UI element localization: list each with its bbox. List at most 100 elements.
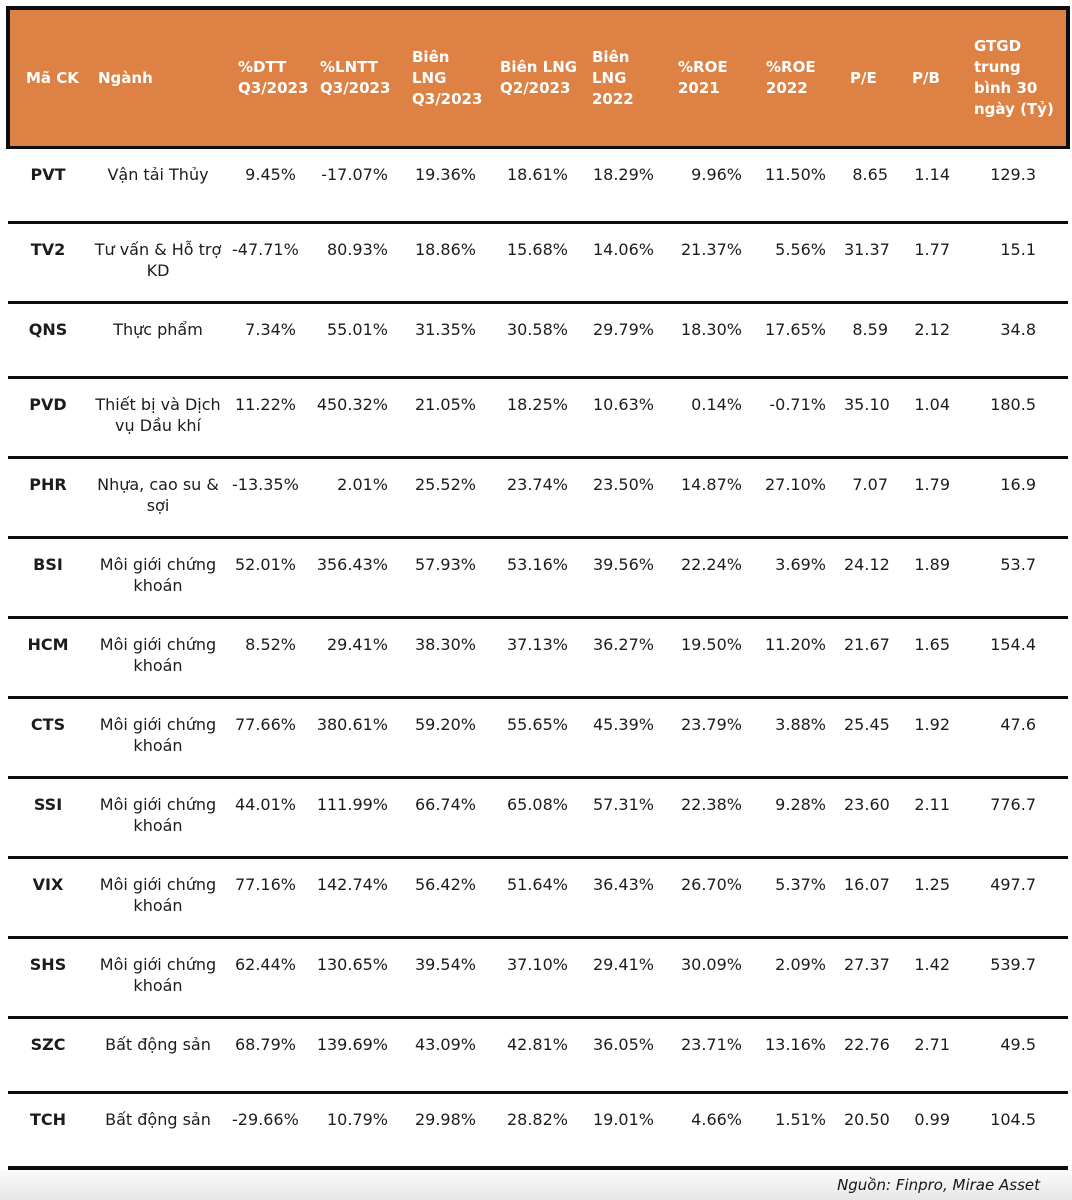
value-cell-pb: 1.79 <box>902 457 964 539</box>
table-row-vix: VIX Môi giới chứng khoán 77.16% 142.74% 56.4… <box>8 857 1068 939</box>
value-cell-gtgd: 15.1 <box>964 222 1068 304</box>
value-cell-pb: 1.14 <box>902 147 964 224</box>
value-cell-bien-lng-q3-2023: 39.54% <box>402 937 490 1019</box>
value-cell-roe-2022: 9.28% <box>756 777 840 859</box>
value-cell-roe-2021: 21.37% <box>668 222 756 304</box>
value-cell-pb: 1.92 <box>902 697 964 779</box>
value-cell-bien-lng-q2-2023: 53.16% <box>490 537 582 619</box>
table-row-pvt: PVT Vận tải Thủy 9.45% -17.07% 19.36% 18.61% 1… <box>8 147 1068 224</box>
table-row-tch: TCH Bất động sản -29.66% 10.79% 29.98% 28.82%… <box>8 1092 1068 1170</box>
value-cell-roe-2021: 19.50% <box>668 617 756 699</box>
value-cell-roe-2022: 1.51% <box>756 1092 840 1170</box>
value-cell-gtgd: 776.7 <box>964 777 1068 859</box>
header-cell-pb: P/B <box>902 6 964 149</box>
value-cell-roe-2021: 14.87% <box>668 457 756 539</box>
value-cell-roe-2022: 11.20% <box>756 617 840 699</box>
header-cell-lntt-q3-2023: %LNTT Q3/2023 <box>310 6 402 149</box>
value-cell-pe: 21.67 <box>840 617 902 699</box>
stock-code-cell: QNS <box>8 302 88 379</box>
industry-cell: Nhựa, cao su & sợi <box>88 457 228 539</box>
stock-metrics-table: Mã CK Ngành %DTT Q3/2023 %LNTT Q3/2023 Biên … <box>6 6 1070 1170</box>
value-cell-lntt-q3-2023: 356.43% <box>310 537 402 619</box>
value-cell-pe: 25.45 <box>840 697 902 779</box>
value-cell-bien-lng-q3-2023: 56.42% <box>402 857 490 939</box>
value-cell-bien-lng-q2-2023: 55.65% <box>490 697 582 779</box>
value-cell-roe-2022: 2.09% <box>756 937 840 1019</box>
value-cell-pe: 23.60 <box>840 777 902 859</box>
value-cell-pb: 1.04 <box>902 377 964 459</box>
industry-cell: Môi giới chứng khoán <box>88 777 228 859</box>
value-cell-pe: 8.65 <box>840 147 902 224</box>
value-cell-bien-lng-q3-2023: 38.30% <box>402 617 490 699</box>
value-cell-pe: 22.76 <box>840 1017 902 1094</box>
value-cell-pb: 2.71 <box>902 1017 964 1094</box>
value-cell-dtt-q3-2023: -47.71% <box>228 222 310 304</box>
value-cell-bien-lng-q2-2023: 51.64% <box>490 857 582 939</box>
table-row-szc: SZC Bất động sản 68.79% 139.69% 43.09% 42.81%… <box>8 1017 1068 1094</box>
value-cell-bien-lng-q2-2023: 37.13% <box>490 617 582 699</box>
value-cell-bien-lng-q3-2023: 18.86% <box>402 222 490 304</box>
value-cell-bien-lng-q2-2023: 65.08% <box>490 777 582 859</box>
stock-code-cell: BSI <box>8 537 88 619</box>
industry-cell: Môi giới chứng khoán <box>88 537 228 619</box>
value-cell-pb: 1.42 <box>902 937 964 1019</box>
stock-code-cell: PVT <box>8 147 88 224</box>
value-cell-dtt-q3-2023: 68.79% <box>228 1017 310 1094</box>
value-cell-bien-lng-2022: 29.79% <box>582 302 668 379</box>
value-cell-roe-2022: 5.56% <box>756 222 840 304</box>
industry-cell: Vận tải Thủy <box>88 147 228 224</box>
value-cell-lntt-q3-2023: 10.79% <box>310 1092 402 1170</box>
table-row-pvd: PVD Thiết bị và Dịch vụ Dầu khí 11.22% 450.… <box>8 377 1068 459</box>
value-cell-dtt-q3-2023: 9.45% <box>228 147 310 224</box>
header-cell-bien-lng-2022: Biên LNG 2022 <box>582 6 668 149</box>
value-cell-roe-2022: 27.10% <box>756 457 840 539</box>
value-cell-roe-2022: 11.50% <box>756 147 840 224</box>
value-cell-roe-2021: 22.24% <box>668 537 756 619</box>
value-cell-roe-2022: 3.88% <box>756 697 840 779</box>
header-cell-pe: P/E <box>840 6 902 149</box>
value-cell-bien-lng-2022: 10.63% <box>582 377 668 459</box>
table-row-bsi: BSI Môi giới chứng khoán 52.01% 356.43% 57.9… <box>8 537 1068 619</box>
value-cell-dtt-q3-2023: -29.66% <box>228 1092 310 1170</box>
header-cell-roe-2021: %ROE 2021 <box>668 6 756 149</box>
value-cell-lntt-q3-2023: 142.74% <box>310 857 402 939</box>
industry-cell: Môi giới chứng khoán <box>88 937 228 1019</box>
value-cell-roe-2021: 22.38% <box>668 777 756 859</box>
value-cell-lntt-q3-2023: 139.69% <box>310 1017 402 1094</box>
value-cell-pb: 1.89 <box>902 537 964 619</box>
header-cell-nganh: Ngành <box>88 6 228 149</box>
industry-cell: Thiết bị và Dịch vụ Dầu khí <box>88 377 228 459</box>
value-cell-gtgd: 53.7 <box>964 537 1068 619</box>
table-header: Mã CK Ngành %DTT Q3/2023 %LNTT Q3/2023 Biên … <box>6 6 1070 149</box>
value-cell-bien-lng-q2-2023: 18.61% <box>490 147 582 224</box>
value-cell-bien-lng-q3-2023: 31.35% <box>402 302 490 379</box>
value-cell-roe-2022: 13.16% <box>756 1017 840 1094</box>
header-cell-bien-lng-q3-2023: Biên LNG Q3/2023 <box>402 6 490 149</box>
value-cell-roe-2022: 5.37% <box>756 857 840 939</box>
table-row-ssi: SSI Môi giới chứng khoán 44.01% 111.99% 66.7… <box>8 777 1068 859</box>
value-cell-pe: 24.12 <box>840 537 902 619</box>
stock-code-cell: PVD <box>8 377 88 459</box>
value-cell-pb: 1.65 <box>902 617 964 699</box>
value-cell-pe: 35.10 <box>840 377 902 459</box>
value-cell-roe-2021: 30.09% <box>668 937 756 1019</box>
value-cell-roe-2021: 23.79% <box>668 697 756 779</box>
value-cell-bien-lng-2022: 36.27% <box>582 617 668 699</box>
value-cell-gtgd: 47.6 <box>964 697 1068 779</box>
value-cell-dtt-q3-2023: 44.01% <box>228 777 310 859</box>
table-row-cts: CTS Môi giới chứng khoán 77.66% 380.61% 59.2… <box>8 697 1068 779</box>
value-cell-pb: 2.12 <box>902 302 964 379</box>
stock-code-cell: VIX <box>8 857 88 939</box>
value-cell-roe-2021: 18.30% <box>668 302 756 379</box>
stock-code-cell: PHR <box>8 457 88 539</box>
value-cell-bien-lng-q3-2023: 25.52% <box>402 457 490 539</box>
value-cell-bien-lng-q3-2023: 66.74% <box>402 777 490 859</box>
value-cell-bien-lng-q2-2023: 23.74% <box>490 457 582 539</box>
value-cell-gtgd: 180.5 <box>964 377 1068 459</box>
value-cell-lntt-q3-2023: 450.32% <box>310 377 402 459</box>
value-cell-gtgd: 34.8 <box>964 302 1068 379</box>
stock-code-cell: TV2 <box>8 222 88 304</box>
value-cell-pe: 20.50 <box>840 1092 902 1170</box>
value-cell-pe: 16.07 <box>840 857 902 939</box>
industry-cell: Môi giới chứng khoán <box>88 857 228 939</box>
